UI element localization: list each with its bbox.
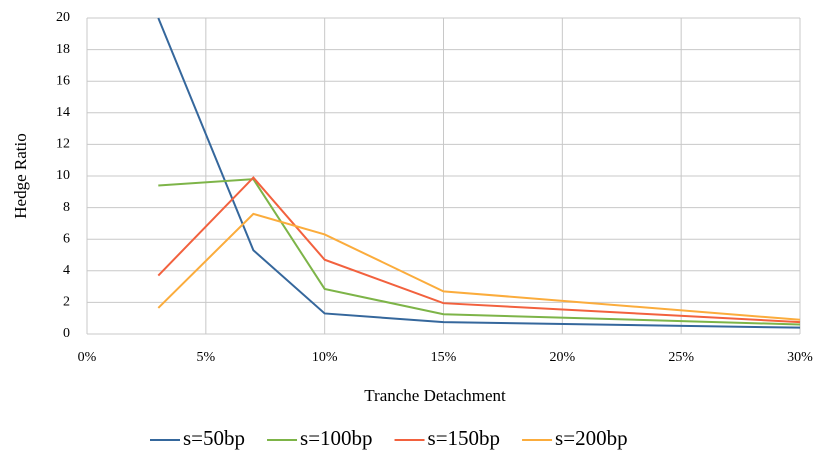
- y-tick-label: 8: [63, 200, 70, 215]
- y-tick-label: 4: [63, 263, 70, 278]
- x-tick-label: 20%: [549, 350, 575, 365]
- y-tick-label: 10: [56, 168, 70, 183]
- legend-label: s=50bp: [183, 426, 245, 450]
- y-tick-label: 20: [56, 10, 70, 25]
- x-tick-label: 5%: [196, 350, 215, 365]
- x-tick-label: 30%: [787, 350, 813, 365]
- legend-label: s=100bp: [300, 426, 373, 450]
- y-tick-label: 6: [63, 231, 70, 246]
- y-tick-label: 0: [63, 326, 70, 341]
- x-axis-title: Tranche Detachment: [364, 386, 506, 405]
- y-tick-label: 16: [56, 73, 70, 88]
- series-line: [157, 212, 801, 321]
- x-tick-label: 10%: [312, 350, 338, 365]
- y-tick-label: 2: [63, 295, 70, 310]
- y-tick-label: 18: [56, 42, 70, 57]
- y-tick-label: 14: [56, 105, 70, 120]
- x-tick-label: 0%: [78, 350, 97, 365]
- series-line: [157, 17, 801, 329]
- x-tick-label: 15%: [431, 350, 457, 365]
- series-line: [158, 178, 801, 326]
- y-axis-title: Hedge Ratio: [11, 133, 30, 218]
- series-line: [157, 176, 801, 324]
- x-tick-label: 25%: [668, 350, 694, 365]
- y-tick-label: 12: [56, 137, 70, 152]
- legend-label: s=200bp: [555, 426, 628, 450]
- legend-label: s=150bp: [428, 426, 501, 450]
